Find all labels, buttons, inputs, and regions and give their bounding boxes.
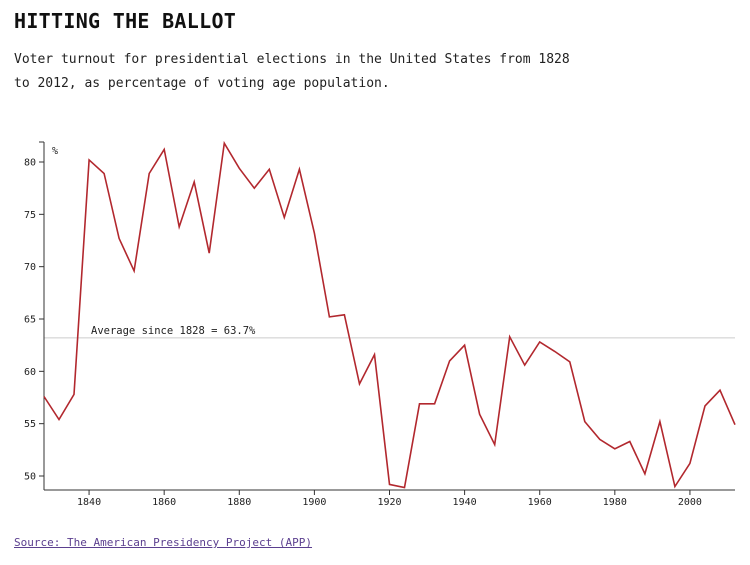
data-point (72, 392, 76, 396)
data-point (162, 147, 166, 151)
x-tick-label: 1860 (152, 497, 176, 508)
data-point (628, 440, 632, 444)
x-tick-label: 1900 (302, 497, 326, 508)
data-point (222, 141, 226, 145)
chart-subtitle: Voter turnout for presidential elections… (14, 52, 570, 91)
x-tick-label: 1920 (377, 497, 401, 508)
data-point (57, 418, 61, 422)
data-point (177, 225, 181, 229)
data-point (598, 437, 602, 441)
data-point (342, 313, 346, 317)
data-point (42, 395, 46, 399)
y-tick-label: 50 (24, 472, 36, 483)
data-point (673, 485, 677, 489)
data-point (478, 412, 482, 416)
data-point (403, 486, 407, 490)
y-tick-label: 75 (24, 210, 36, 221)
x-tick-label: 1880 (227, 497, 251, 508)
data-point (192, 180, 196, 184)
data-point (327, 315, 331, 319)
x-tick-label: 1840 (77, 497, 101, 508)
data-point (568, 360, 572, 364)
data-point (87, 158, 91, 162)
data-point (613, 447, 617, 451)
data-point (132, 269, 136, 273)
data-point (538, 340, 542, 344)
data-point (718, 388, 722, 392)
data-point (373, 353, 377, 357)
data-point (448, 359, 452, 363)
data-point (147, 172, 151, 176)
y-axis-unit-label: % (52, 146, 58, 157)
turnout-series-line (43, 140, 736, 489)
average-label: Average since 1828 = 63.7% (91, 325, 256, 337)
data-point (463, 343, 467, 347)
data-point (102, 172, 106, 176)
data-point (207, 251, 211, 255)
data-point (643, 472, 647, 476)
data-point (312, 231, 316, 235)
data-point (418, 402, 422, 406)
x-tick-label: 2000 (678, 497, 702, 508)
x-tick-label: 1960 (528, 497, 552, 508)
data-point (508, 335, 512, 339)
y-tick-label: 60 (24, 367, 36, 378)
y-tick-label: 80 (24, 158, 36, 169)
data-point (583, 420, 587, 424)
data-point (688, 461, 692, 465)
x-tick-label: 1940 (453, 497, 477, 508)
data-point (553, 349, 557, 353)
data-point (433, 402, 437, 406)
data-point (252, 186, 256, 190)
data-point (267, 167, 271, 171)
data-point (658, 420, 662, 424)
chart-title: HITTING THE BALLOT (14, 9, 237, 33)
y-tick-label: 55 (24, 419, 36, 430)
data-point (388, 482, 392, 486)
data-point (282, 216, 286, 220)
data-point (733, 423, 737, 427)
y-tick-label: 70 (24, 262, 36, 273)
data-point (703, 404, 707, 408)
x-tick-label: 1980 (603, 497, 627, 508)
data-point (297, 167, 301, 171)
data-point (117, 236, 121, 240)
source-link[interactable]: Source: The American Presidency Project … (14, 536, 313, 549)
data-point (493, 443, 497, 447)
data-point (237, 166, 241, 170)
y-tick-label: 65 (24, 315, 36, 326)
data-point (358, 382, 362, 386)
data-point (523, 363, 527, 367)
